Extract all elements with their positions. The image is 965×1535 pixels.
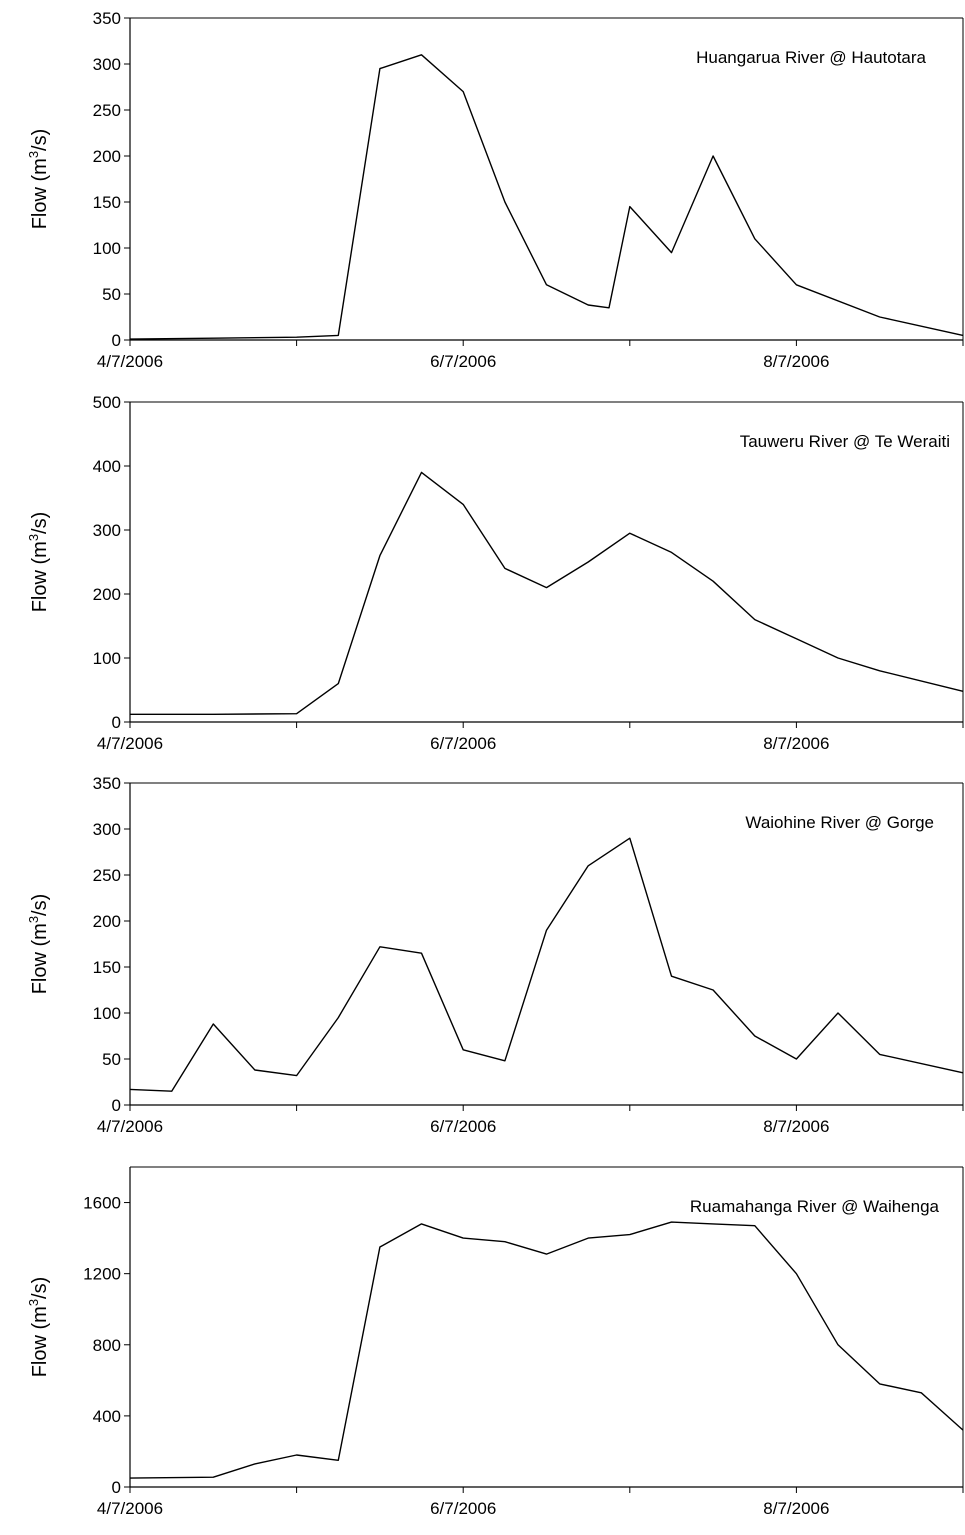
y-tick-label: 1200 [83, 1265, 121, 1284]
y-tick-label: 250 [93, 101, 121, 120]
chart-title: Waiohine River @ Gorge [745, 813, 934, 832]
x-tick-label: 8/7/2006 [763, 1117, 829, 1136]
x-tick-label: 6/7/2006 [430, 352, 496, 371]
y-tick-label: 0 [112, 331, 121, 350]
series-line-1 [129, 1221, 964, 1479]
y-tick-label: 200 [93, 912, 121, 931]
series-line-1 [130, 471, 964, 715]
x-tick-label: 4/7/2006 [97, 1117, 163, 1136]
y-tick-label: 100 [93, 1004, 121, 1023]
y-tick-label: 300 [93, 55, 121, 74]
x-tick-label: 6/7/2006 [430, 1499, 496, 1518]
y-tick-label: 50 [102, 1050, 121, 1069]
y-tick-label: 200 [93, 147, 121, 166]
y-tick-label: 0 [112, 1096, 121, 1115]
y-tick-label: 300 [93, 521, 121, 540]
y-axis-title: Flow (m3/s) [26, 129, 51, 230]
y-tick-label: 500 [93, 393, 121, 412]
y-tick-label: 200 [93, 585, 121, 604]
chart-title: Ruamahanga River @ Waihenga [690, 1197, 940, 1216]
chart-title: Tauweru River @ Te Weraiti [740, 432, 950, 451]
y-tick-label: 1600 [83, 1194, 121, 1213]
x-tick-label: 8/7/2006 [763, 734, 829, 753]
y-tick-label: 150 [93, 193, 121, 212]
y-tick-label: 0 [112, 713, 121, 732]
y-axis-title: Flow (m3/s) [26, 1277, 51, 1378]
y-tick-label: 250 [93, 866, 121, 885]
y-tick-label: 150 [93, 958, 121, 977]
y-tick-label: 400 [93, 1407, 121, 1426]
x-tick-label: 8/7/2006 [763, 352, 829, 371]
chart-panel-4: 0 400 800 1200 1600 4/7/2006 6/7/2006 8/7/2006 F… [26, 1166, 964, 1518]
y-tick-label: 400 [93, 457, 121, 476]
y-tick-label: 350 [93, 774, 121, 793]
x-tick-label: 8/7/2006 [763, 1499, 829, 1518]
y-tick-label: 0 [112, 1478, 121, 1497]
x-tick-label: 4/7/2006 [97, 734, 163, 753]
chart-panel-3: 0 50 100 150 200 250 300 350 4/7/2006 6/7/2006 8/7… [26, 774, 964, 1136]
x-tick-label: 4/7/2006 [97, 352, 163, 371]
chart-title: Huangarua River @ Hautotara [696, 48, 926, 67]
y-axis-title: Flow (m3/s) [26, 512, 51, 613]
y-tick-label: 300 [93, 820, 121, 839]
chart-panel-1: 0 50 100 150 200 250 300 350 4/7/2006 6/7/2006 8/7… [26, 9, 964, 371]
x-tick-label: 4/7/2006 [97, 1499, 163, 1518]
series-line-1 [129, 837, 964, 1092]
y-tick-label: 350 [93, 9, 121, 28]
y-tick-label: 100 [93, 649, 121, 668]
series-line-1 [129, 54, 964, 340]
chart-panel-2: 0 100 200 300 400 500 4/7/2006 6/7/2006 8/7/2006… [26, 393, 964, 753]
x-tick-label: 6/7/2006 [430, 1117, 496, 1136]
y-tick-label: 100 [93, 239, 121, 258]
x-tick-label: 6/7/2006 [430, 734, 496, 753]
y-axis-title: Flow (m3/s) [26, 894, 51, 995]
y-tick-label: 50 [102, 285, 121, 304]
y-tick-label: 800 [93, 1336, 121, 1355]
